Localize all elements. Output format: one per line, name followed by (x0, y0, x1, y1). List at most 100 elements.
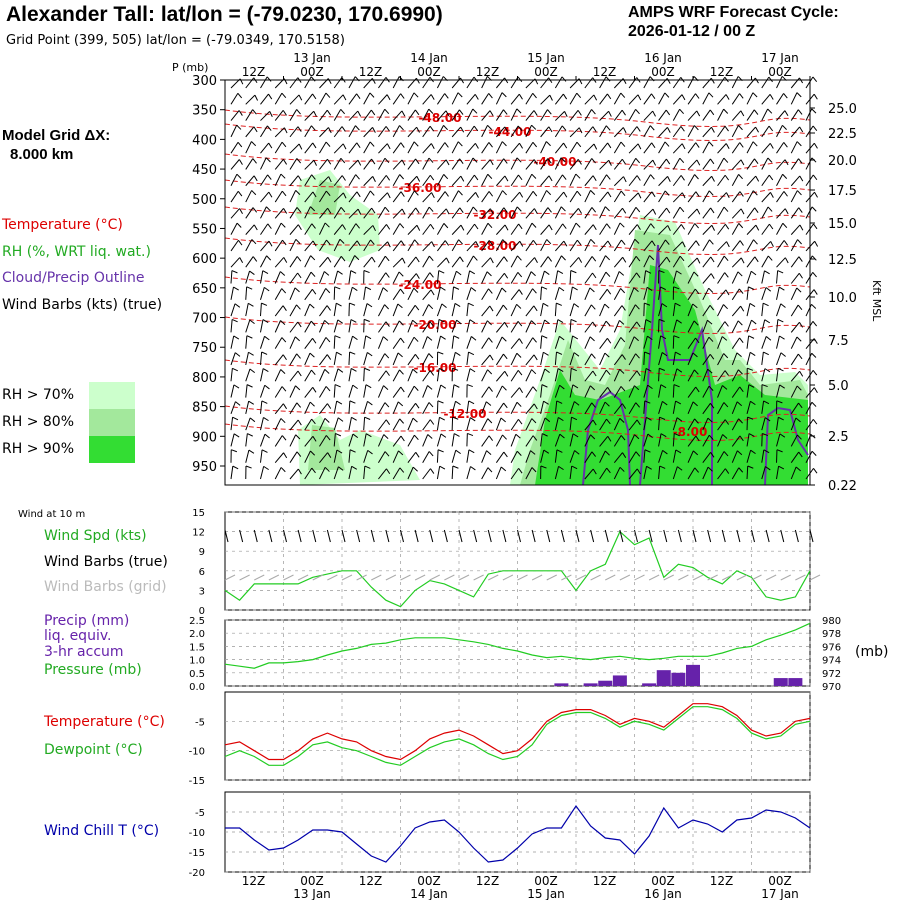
wind-barb-flag (779, 433, 786, 438)
wind-barb-flag (644, 400, 651, 404)
wind-barb-flag (591, 207, 597, 213)
wind-barb (260, 384, 270, 398)
wind-barb-staff (245, 94, 256, 105)
wind-barb (540, 126, 553, 138)
pressure-tick-label-700: 700 (192, 312, 217, 327)
wind-barb-flag (557, 319, 564, 324)
wind-barb (702, 273, 715, 284)
wind-barb-staff (245, 449, 250, 463)
wind-barb-flag (468, 302, 474, 307)
temperature-contour-label-2: -40.00 (534, 155, 577, 169)
wind-barb-staff (717, 157, 725, 170)
wind-barb-staff (260, 174, 268, 187)
pressure-tick-label-800: 800 (192, 371, 217, 386)
wind-barb-staff (599, 93, 608, 105)
wind-barb-flag (312, 240, 317, 247)
wind-barb-flag (723, 402, 729, 408)
wind-barb-staff (540, 141, 547, 154)
wind-barb-flag (709, 354, 715, 360)
wind-barb-staff (392, 223, 401, 235)
wind-barb-staff (599, 288, 608, 301)
wind-barb (466, 255, 478, 268)
wind-barb (643, 93, 656, 105)
wind-barb-staff (554, 125, 563, 138)
wind-barb-staff (599, 386, 608, 398)
wind-barb-flag (310, 271, 316, 277)
windchill-panel-ytick-3: -5 (195, 808, 205, 819)
wind-barb (702, 207, 715, 219)
wind-barb (717, 370, 729, 382)
wind-barb-flag (676, 319, 682, 324)
wind-barb (333, 238, 345, 252)
wind-barb (230, 124, 242, 138)
wind-barb (540, 449, 550, 463)
wind-barb (289, 419, 302, 431)
wind-barb (643, 351, 651, 365)
wind-barb-flag (592, 468, 597, 475)
wind-barb-staff (378, 272, 387, 284)
precip-bar-26 (598, 680, 613, 686)
wind-barb-staff (554, 223, 564, 235)
wind-barb-flag (724, 174, 730, 181)
wind-barb-flag (650, 174, 655, 180)
wind-barb-staff (495, 321, 505, 333)
wind-barb-flag (268, 191, 273, 198)
wind-barb-flag (336, 400, 343, 405)
wind-barb-staff (319, 141, 327, 154)
wind-barb-flag (736, 352, 742, 358)
wind-barb (333, 94, 347, 105)
wind-barb (289, 77, 302, 89)
wind-barb-staff (510, 157, 518, 170)
wind-barb (702, 305, 715, 317)
wind-barb-flag (452, 465, 459, 469)
wind-barb (687, 125, 699, 138)
wind-barb-flag (621, 305, 626, 311)
wind-barb-flag (431, 192, 435, 199)
wind-barb-flag (280, 467, 286, 473)
wind-barb-staff (790, 272, 800, 284)
wind-barb (805, 401, 817, 415)
wind-barb (761, 255, 773, 268)
surface-true-barb-29 (648, 529, 653, 543)
wind-barb (407, 287, 419, 301)
wind-barb (525, 305, 538, 317)
wind-barb-flag (621, 109, 626, 116)
wind-barb-flag (246, 384, 253, 388)
wind-barb-staff (333, 175, 343, 187)
wind-barb-flag (385, 126, 390, 132)
wind-barb-flag (466, 384, 473, 388)
wind-barb (407, 273, 420, 284)
wind-barb (245, 368, 256, 382)
wind-barb (805, 93, 818, 105)
surface-true-barb-39 (794, 529, 799, 543)
wind-barb-flag (622, 207, 627, 214)
wind-barb (333, 270, 343, 284)
wind-barb-flag (763, 449, 770, 454)
wind-barb-flag (263, 286, 270, 292)
wind-barb (451, 351, 461, 366)
wind-barb-staff (289, 239, 297, 252)
wind-barb-staff (319, 452, 329, 464)
wind-barb-staff (378, 206, 386, 219)
wind-barb (569, 270, 577, 284)
wind-barb (436, 351, 444, 365)
wind-barb-staff (613, 109, 623, 121)
wind-barb-staff (289, 272, 299, 284)
wind-barb (790, 466, 801, 480)
wind-barb-staff (790, 451, 800, 463)
wind-barb-staff (790, 434, 798, 447)
wind-barb-staff (746, 286, 749, 300)
wind-barb-staff (451, 224, 462, 235)
wind-barb (525, 190, 538, 203)
wind-barb-flag (326, 239, 331, 246)
wind-barb-staff (481, 337, 490, 349)
wind-barb-flag (386, 224, 391, 230)
wind-barb-staff (613, 320, 620, 333)
wind-barb-flag (813, 142, 818, 149)
wind-barb-flag (770, 241, 774, 247)
surface-true-barb-0 (224, 529, 229, 543)
surface-grid-barb-0 (224, 574, 236, 581)
wind-barb-flag (252, 158, 257, 164)
wind-barb (422, 353, 434, 366)
wind-barb-flag (530, 271, 536, 277)
